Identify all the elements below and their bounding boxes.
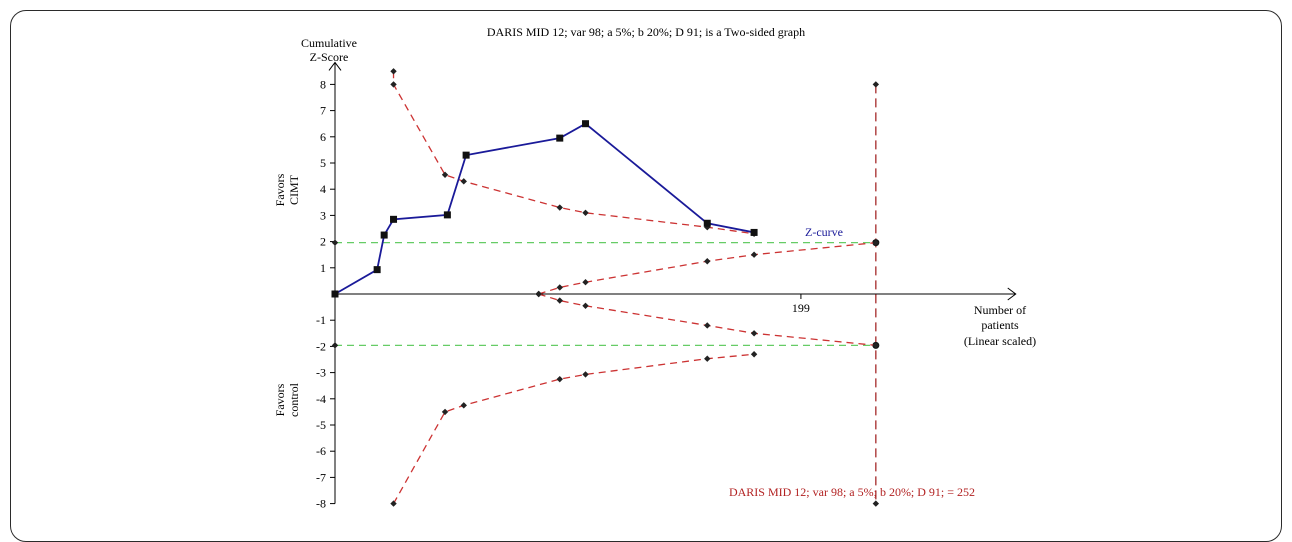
x-axis-label-line3: (Linear scaled) (964, 334, 1036, 348)
y-axis-arrow (328, 61, 342, 71)
upper-monitoring-boundary-point (556, 204, 563, 211)
upper-futility-boundary-point (750, 251, 758, 258)
lower-futility-boundary-line (538, 293, 876, 346)
y-tick-label: 1 (320, 261, 326, 275)
x-axis-label-line2: patients (981, 318, 1019, 332)
z-curve-label: Z-curve (805, 225, 843, 239)
y-tick-label: -6 (316, 444, 326, 458)
y-tick-label: 8 (320, 77, 326, 91)
series-group (331, 68, 880, 507)
y-tick-label: -5 (316, 418, 326, 432)
z-curve-point (703, 219, 711, 227)
y-tick-label: 4 (320, 182, 326, 196)
y-tick-label: -1 (316, 313, 326, 327)
z-curve-line (334, 122, 755, 295)
upper-monitoring-boundary-point (390, 81, 397, 88)
z-curve-point (380, 231, 388, 239)
figure-frame (10, 10, 1282, 542)
z-curve-point (331, 290, 339, 298)
y-tick-label: 6 (320, 130, 326, 144)
favors-lower-line1: Favors (273, 383, 287, 416)
conventional-boundary-marker (331, 239, 339, 246)
guides (331, 81, 880, 507)
lower-futility-boundary-point (556, 297, 563, 304)
ris-bottom-marker (872, 500, 880, 507)
z-curve-point (443, 211, 451, 219)
lower-monitoring-boundary-point (390, 500, 397, 507)
z-curve-point (390, 215, 398, 223)
favors-upper-line1: Favors (273, 173, 287, 206)
lower-monitoring-boundary-line (392, 353, 755, 504)
y-tick-label: 7 (320, 104, 326, 118)
upper-monitoring-boundary-point (582, 209, 589, 216)
upper-monitoring-boundary-point (460, 178, 467, 185)
upper-futility-boundary-line (538, 242, 876, 295)
z-curve-point (462, 151, 470, 159)
ris-top-marker (872, 81, 880, 88)
upper-futility-boundary-point (704, 258, 711, 265)
x-axis-label-line1: Number of (974, 303, 1026, 317)
z-curve-point (582, 120, 590, 128)
x-tick-label: 199 (792, 301, 810, 315)
lower-monitoring-boundary-point (582, 371, 589, 378)
x-axis-arrow (1007, 287, 1017, 301)
favors-lower-line2: control (287, 382, 301, 417)
labels: DARIS MID 12; var 98; a 5%; b 20%; D 91;… (273, 25, 1036, 499)
y-tick-label: -7 (316, 470, 326, 484)
z-curve-point (556, 134, 564, 142)
z-curve-point (373, 266, 381, 274)
y-tick-label: -3 (316, 366, 326, 380)
upper-monitoring-boundary-point (441, 171, 449, 178)
y-tick-label: 3 (320, 208, 326, 222)
upper-futility-boundary-point (582, 279, 589, 286)
tsa-chart: -8 -7 -6 -5 -4 -3 -2 -1 1 2 3 4 5 6 7 8 199 DARIS MID 12… (273, 25, 1036, 510)
y-tick-label: 2 (320, 235, 326, 249)
y-axis-label-line1: Cumulative (301, 36, 357, 50)
favors-upper-line2: CIMT (287, 174, 301, 205)
lower-futility-boundary-point (704, 322, 711, 329)
y-tick-label: -4 (316, 392, 326, 406)
lower-monitoring-boundary-point (750, 351, 758, 358)
y-tick-label: 5 (320, 156, 326, 170)
upper-monitoring-boundary-point (390, 68, 397, 75)
upper-monitoring-boundary-line (392, 71, 755, 235)
lower-monitoring-boundary-point (460, 402, 467, 409)
axes: -8 -7 -6 -5 -4 -3 -2 -1 1 2 3 4 5 6 7 8 199 (316, 61, 1017, 510)
conventional-boundary-marker (331, 342, 339, 349)
y-tick-label: -8 (316, 497, 326, 510)
lower-monitoring-boundary-point (704, 355, 711, 362)
ris-label: DARIS MID 12; var 98; a 5%; b 20%; D 91;… (729, 485, 975, 499)
upper-futility-boundary-point (556, 284, 563, 291)
lower-monitoring-boundary-point (556, 375, 563, 383)
lower-futility-boundary-point (872, 342, 880, 349)
chart-title: DARIS MID 12; var 98; a 5%; b 20%; D 91;… (487, 25, 805, 39)
lower-futility-boundary-point (582, 302, 589, 309)
y-tick-label: -2 (316, 339, 326, 353)
upper-futility-boundary-point (872, 239, 880, 246)
lower-monitoring-boundary-point (441, 408, 449, 416)
z-curve-point (750, 228, 758, 236)
lower-futility-boundary-point (750, 330, 758, 337)
y-axis-label-line2: Z-Score (310, 50, 349, 64)
lower-futility-boundary-point (535, 290, 542, 298)
upper-monitoring-boundary-point (704, 223, 711, 231)
